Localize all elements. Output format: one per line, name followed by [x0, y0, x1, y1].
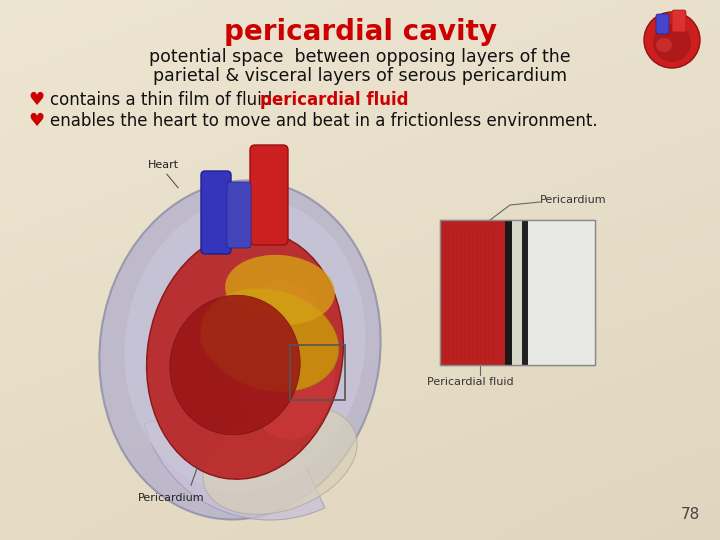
Text: 78: 78	[680, 507, 700, 522]
Ellipse shape	[170, 295, 300, 435]
FancyBboxPatch shape	[227, 182, 251, 248]
Text: ♥: ♥	[28, 91, 44, 109]
Ellipse shape	[201, 288, 339, 392]
Text: pericardial fluid: pericardial fluid	[260, 91, 408, 109]
Ellipse shape	[125, 198, 366, 492]
Bar	[528, 220, 595, 365]
Text: Heart: Heart	[148, 160, 179, 170]
Ellipse shape	[653, 24, 691, 62]
Ellipse shape	[225, 255, 335, 325]
Bar	[440, 220, 595, 365]
Text: potential space  between opposing layers of the: potential space between opposing layers …	[149, 48, 571, 66]
Text: pericardial cavity: pericardial cavity	[223, 18, 497, 46]
FancyBboxPatch shape	[201, 171, 231, 254]
Bar	[505, 220, 512, 365]
Circle shape	[644, 12, 700, 68]
Bar	[440, 220, 505, 365]
Ellipse shape	[656, 38, 672, 52]
Text: ♥: ♥	[28, 112, 44, 130]
Text: Pericardium: Pericardium	[138, 493, 204, 503]
Text: Pericardial fluid: Pericardial fluid	[427, 377, 513, 387]
Wedge shape	[145, 390, 325, 520]
Ellipse shape	[235, 280, 336, 440]
Text: parietal & visceral layers of serous pericardium: parietal & visceral layers of serous per…	[153, 67, 567, 85]
Bar	[522, 220, 528, 365]
Ellipse shape	[147, 231, 343, 480]
FancyBboxPatch shape	[672, 10, 686, 32]
Bar	[512, 220, 522, 365]
Bar	[290, 345, 345, 400]
Bar	[440, 220, 595, 365]
FancyBboxPatch shape	[656, 14, 669, 34]
Text: enables the heart to move and beat in a frictionless environment.: enables the heart to move and beat in a …	[50, 112, 598, 130]
Ellipse shape	[99, 180, 381, 519]
Text: contains a thin film of fluid :: contains a thin film of fluid :	[50, 91, 289, 109]
FancyBboxPatch shape	[250, 145, 288, 245]
Text: Pericardium: Pericardium	[540, 195, 607, 205]
Ellipse shape	[200, 305, 280, 366]
Ellipse shape	[203, 406, 357, 515]
